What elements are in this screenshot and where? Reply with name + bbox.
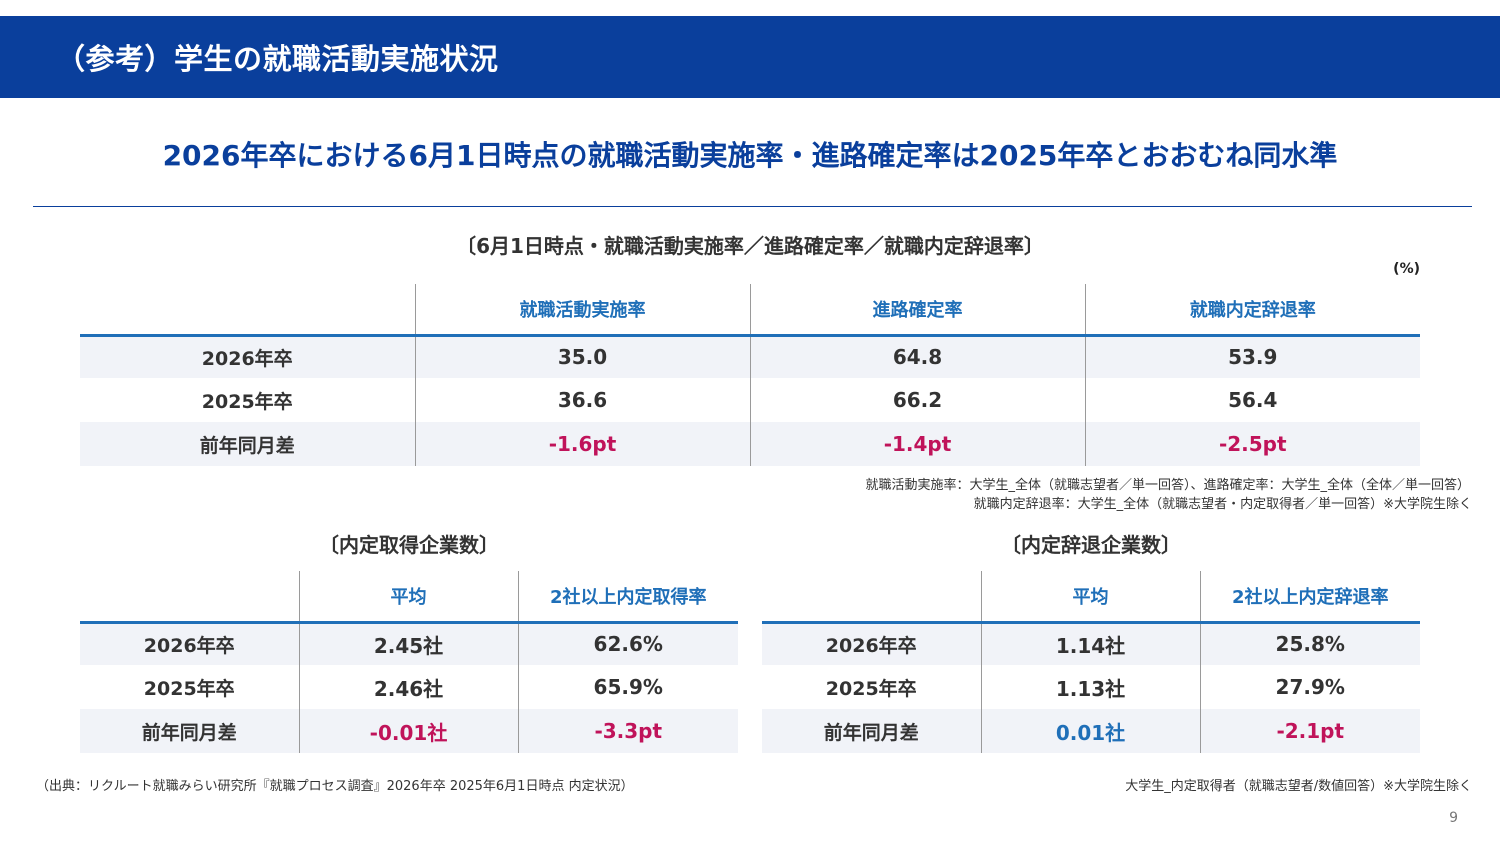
table-header-row: 就職活動実施率 進路確定率 就職内定辞退率 [80,284,1420,337]
col-header: 2社以上内定取得率 [517,571,738,624]
col-header: 平均 [980,571,1200,624]
cell-value: 0.01社 [980,709,1200,753]
headline: 2026年卒における6月1日時点の就職活動実施率・進路確定率は2025年卒とおお… [162,139,1338,172]
row-label: 2025年卒 [143,677,235,700]
header-empty [80,571,299,624]
cell-value: 56.4 [1084,378,1420,422]
table-row: 前年同月差 0.01社 -2.1pt [762,709,1420,753]
table-row: 2025年卒 36.6 66.2 56.4 [80,378,1420,422]
col-header: 就職内定辞退率 [1084,284,1420,337]
slide-title: （参考）学生の就職活動実施状況 [56,42,499,76]
header-band [0,16,1500,98]
cell-value: -0.01社 [298,709,518,753]
row-label: 2025年卒 [201,390,293,413]
cell-value: -2.1pt [1199,709,1420,753]
col-header: 就職活動実施率 [414,284,750,337]
unit-label: (%) [1393,261,1420,277]
row-label: 2026年卒 [762,622,981,665]
table-row: 2025年卒 2.46社 65.9% [80,665,738,709]
left-section-title: 〔内定取得企業数〕 [319,533,499,557]
cell-value: -2.5pt [1084,422,1420,466]
cell-value: 66.2 [749,378,1085,422]
row-label: 前年同月差 [80,709,299,753]
left-table: 平均 2社以上内定取得率 2026年卒 2.45社 62.6% 2025年卒 2… [80,571,738,753]
cell-value: -3.3pt [517,709,738,753]
col-header: 平均 [298,571,518,624]
table-row: 2025年卒 1.13社 27.9% [762,665,1420,709]
table-header-row: 平均 2社以上内定取得率 [80,571,738,624]
right-table: 平均 2社以上内定辞退率 2026年卒 1.14社 25.8% 2025年卒 1… [762,571,1420,753]
cell-value: 1.13社 [980,665,1200,709]
table-row: 2026年卒 35.0 64.8 53.9 [80,335,1420,378]
cell-value: 62.6% [517,622,738,665]
divider [33,206,1472,207]
row-label: 2025年卒 [825,677,917,700]
bottom-note: 大学生_内定取得者（就職志望者/数値回答）※大学院生除く [1125,779,1472,794]
cell-value: 36.6 [414,378,750,422]
table-row: 2026年卒 1.14社 25.8% [762,622,1420,665]
header-empty [762,571,981,624]
row-label: 前年同月差 [80,422,415,466]
cell-value: -1.4pt [749,422,1085,466]
right-section-title: 〔内定辞退企業数〕 [1001,533,1181,557]
col-header: 2社以上内定辞退率 [1199,571,1420,624]
header-empty [80,284,415,337]
row-label: 2026年卒 [80,622,299,665]
table-header-row: 平均 2社以上内定辞退率 [762,571,1420,624]
cell-value: 27.9% [1199,665,1420,709]
source-note: （出典：リクルート就職みらい研究所『就職プロセス調査』2026年卒 2025年6… [36,779,634,794]
cell-value: 35.0 [414,335,750,378]
row-label: 2026年卒 [80,335,415,378]
row-label: 前年同月差 [762,709,981,753]
cell-value: 25.8% [1199,622,1420,665]
footnote: 就職内定辞退率：大学生_全体（就職志望者・内定取得者／単一回答）※大学院生除く [973,497,1472,512]
footnote: 就職活動実施率：大学生_全体（就職志望者／単一回答）、進路確定率：大学生_全体（… [865,478,1470,493]
cell-value: 64.8 [749,335,1085,378]
cell-value: 2.45社 [298,622,518,665]
cell-value: 1.14社 [980,622,1200,665]
cell-value: 2.46社 [298,665,518,709]
top-section-title: 〔6月1日時点・就職活動実施率／進路確定率／就職内定辞退率〕 [456,234,1044,258]
cell-value: 65.9% [517,665,738,709]
table-row: 前年同月差 -1.6pt -1.4pt -2.5pt [80,422,1420,466]
table-row: 前年同月差 -0.01社 -3.3pt [80,709,738,753]
col-header: 進路確定率 [749,284,1085,337]
top-table: 就職活動実施率 進路確定率 就職内定辞退率 2026年卒 35.0 64.8 5… [80,284,1420,466]
page-number: 9 [1449,810,1458,826]
cell-value: 53.9 [1084,335,1420,378]
cell-value: -1.6pt [414,422,750,466]
table-row: 2026年卒 2.45社 62.6% [80,622,738,665]
